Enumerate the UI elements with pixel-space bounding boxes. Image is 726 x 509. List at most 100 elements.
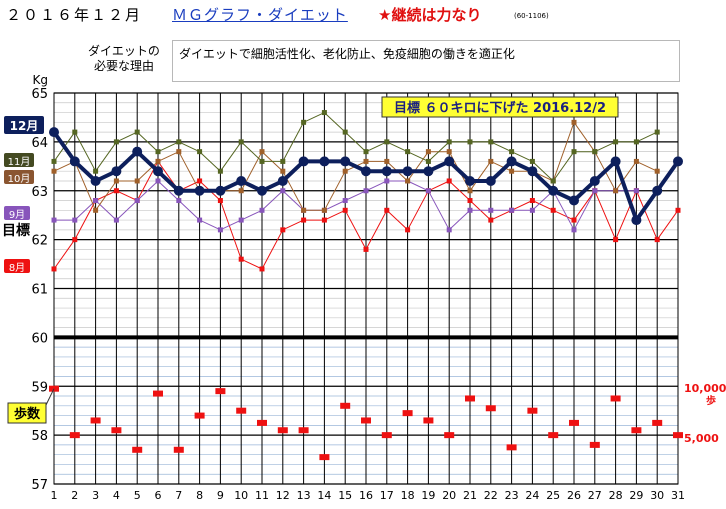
series-point: [111, 166, 121, 176]
series-point: [153, 166, 163, 176]
y-unit-label: Kg: [33, 73, 49, 87]
series-point: [444, 156, 454, 166]
series-point: [403, 166, 413, 176]
series-point: [611, 156, 621, 166]
series-point: [572, 149, 577, 154]
x-tick-label: 30: [650, 489, 664, 502]
series-point: [673, 156, 683, 166]
series-point: [343, 208, 348, 213]
series-point: [322, 218, 327, 223]
app-title-link[interactable]: ＭＧグラフ・ダイエット: [172, 4, 348, 25]
series-point: [569, 196, 579, 206]
series-point: [132, 147, 142, 157]
x-tick-label: 6: [155, 489, 162, 502]
x-tick-label: 28: [609, 489, 623, 502]
series-point: [260, 149, 265, 154]
x-tick-label: 25: [546, 489, 560, 502]
series-point: [72, 130, 77, 135]
series-point: [156, 149, 161, 154]
series-point: [197, 218, 202, 223]
x-tick-label: 9: [217, 489, 224, 502]
series-point: [613, 139, 618, 144]
series-point: [655, 237, 660, 242]
series-point: [364, 159, 369, 164]
series-point: [236, 176, 246, 186]
series-point: [468, 139, 473, 144]
series-point: [280, 227, 285, 232]
header-date: ２０１６年１２月: [6, 4, 142, 25]
series-point: [72, 237, 77, 242]
steps-marker: [153, 391, 163, 397]
series-point: [447, 178, 452, 183]
series-point: [280, 169, 285, 174]
series-point: [322, 110, 327, 115]
x-tick-label: 2: [71, 489, 78, 502]
steps-axis-10000: 10,000: [684, 382, 726, 395]
series-point: [384, 139, 389, 144]
series-point: [364, 149, 369, 154]
series-point: [239, 218, 244, 223]
month-tag-label: 9月: [9, 209, 25, 221]
series-point: [197, 178, 202, 183]
series-point: [530, 159, 535, 164]
series-point: [52, 218, 57, 223]
series-point: [384, 208, 389, 213]
steps-label: 歩数: [14, 406, 41, 422]
series-point: [114, 188, 119, 193]
series-point: [426, 149, 431, 154]
series-point: [468, 208, 473, 213]
series-point: [530, 198, 535, 203]
x-tick-label: 11: [255, 489, 269, 502]
series-point: [93, 198, 98, 203]
series-point: [319, 156, 329, 166]
series-point: [676, 208, 681, 213]
series-point: [364, 188, 369, 193]
x-tick-label: 4: [113, 489, 120, 502]
series-point: [93, 169, 98, 174]
weight-chart: 575859606162636465Kg12345678910111213141…: [0, 60, 726, 509]
series-point: [405, 227, 410, 232]
x-tick-label: 10: [234, 489, 248, 502]
steps-marker: [569, 420, 579, 426]
series-point: [634, 159, 639, 164]
series-point: [551, 178, 556, 183]
steps-marker: [403, 410, 413, 416]
series-point: [488, 218, 493, 223]
steps-marker: [319, 454, 329, 460]
series-point: [195, 186, 205, 196]
series-point: [488, 208, 493, 213]
series-point: [509, 169, 514, 174]
steps-marker: [527, 408, 537, 414]
y-tick-label: 58: [31, 429, 48, 444]
y-tick-label: 57: [31, 478, 48, 493]
series-point: [301, 120, 306, 125]
steps-marker: [195, 413, 205, 419]
x-tick-label: 18: [401, 489, 415, 502]
steps-marker: [91, 417, 101, 423]
x-tick-label: 24: [525, 489, 539, 502]
month-tag-label: 8月: [9, 262, 25, 274]
steps-marker: [132, 447, 142, 453]
series-point: [343, 169, 348, 174]
series-point: [572, 218, 577, 223]
y-tick-label: 60: [31, 331, 48, 346]
series-point: [530, 208, 535, 213]
series-point: [52, 159, 57, 164]
header-code: (60-1106): [514, 12, 549, 20]
series-point: [465, 176, 475, 186]
series-point: [447, 227, 452, 232]
series-point: [634, 139, 639, 144]
series-point: [509, 208, 514, 213]
x-tick-label: 15: [338, 489, 352, 502]
series-point: [239, 188, 244, 193]
series-point: [426, 188, 431, 193]
series-point: [176, 139, 181, 144]
series-point: [509, 149, 514, 154]
y-tick-label: 65: [31, 87, 48, 102]
series-point: [176, 149, 181, 154]
series-point: [613, 237, 618, 242]
steps-marker: [631, 427, 641, 433]
series-point: [572, 227, 577, 232]
x-tick-label: 16: [359, 489, 373, 502]
series-point: [301, 208, 306, 213]
